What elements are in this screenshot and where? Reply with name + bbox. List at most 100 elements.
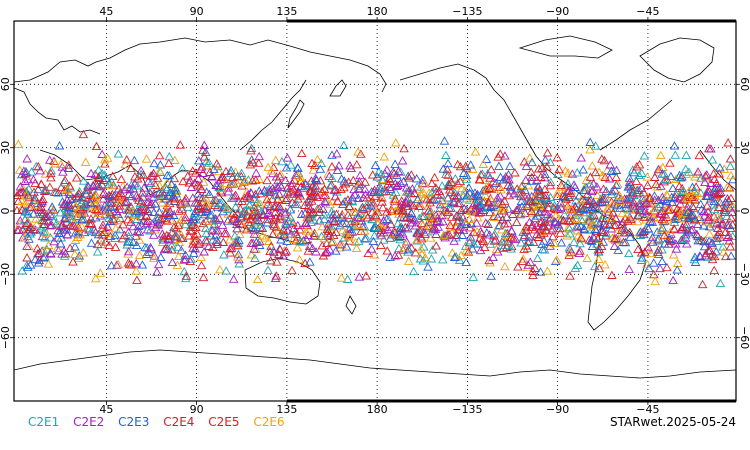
observation-marker xyxy=(537,221,548,231)
observation-marker xyxy=(193,239,204,249)
observation-marker xyxy=(263,265,273,274)
observation-marker xyxy=(123,249,133,258)
observation-marker xyxy=(526,206,537,216)
observation-marker xyxy=(639,187,649,197)
observation-marker xyxy=(125,184,135,193)
observation-marker xyxy=(218,237,229,246)
observation-marker xyxy=(336,184,346,193)
observation-marker xyxy=(651,179,661,188)
eurasia-north-coast xyxy=(14,37,387,93)
observation-marker xyxy=(286,229,296,238)
observation-marker xyxy=(625,232,635,241)
observation-marker xyxy=(376,169,387,178)
observation-marker xyxy=(403,247,413,256)
product-date-label: STARwet.2025-05-24 xyxy=(609,415,736,429)
observation-marker xyxy=(171,188,181,198)
observation-marker xyxy=(677,234,688,243)
observation-marker xyxy=(579,224,589,233)
observation-marker xyxy=(426,254,437,263)
observation-marker xyxy=(689,215,699,225)
observation-marker xyxy=(69,221,79,230)
observation-marker xyxy=(228,212,239,222)
observation-marker xyxy=(59,177,70,187)
observation-marker xyxy=(461,257,471,267)
observation-marker xyxy=(75,230,85,239)
observation-marker xyxy=(655,263,665,273)
observation-marker xyxy=(455,176,466,186)
observation-marker xyxy=(327,237,337,247)
observation-marker xyxy=(169,173,180,183)
observation-marker xyxy=(177,204,187,214)
observation-marker xyxy=(508,209,518,218)
observation-marker xyxy=(566,205,577,214)
observation-marker xyxy=(134,235,145,244)
observation-marker xyxy=(228,274,239,283)
observation-marker xyxy=(77,221,87,231)
observation-marker xyxy=(268,229,278,239)
observation-marker xyxy=(336,174,347,183)
observation-marker xyxy=(344,232,354,241)
observation-marker xyxy=(36,179,47,189)
observation-marker xyxy=(532,253,543,262)
observation-marker xyxy=(637,168,647,177)
observation-marker xyxy=(216,198,226,207)
observation-marker xyxy=(505,182,516,191)
observation-marker xyxy=(20,233,30,242)
observation-marker xyxy=(725,203,735,212)
observation-marker xyxy=(110,230,120,239)
observation-marker xyxy=(499,206,509,215)
observation-marker xyxy=(662,262,672,272)
observation-marker xyxy=(199,152,210,161)
observation-marker xyxy=(382,246,392,255)
observation-marker xyxy=(681,219,692,229)
observation-marker xyxy=(150,222,161,232)
observation-marker xyxy=(152,267,162,276)
observation-marker xyxy=(281,162,292,172)
observation-marker xyxy=(252,217,263,226)
observation-marker xyxy=(684,186,694,195)
observation-marker xyxy=(164,231,174,240)
observation-marker xyxy=(45,155,55,164)
observation-marker xyxy=(81,185,92,195)
observation-marker xyxy=(281,219,292,229)
observation-marker xyxy=(667,197,678,207)
observation-marker xyxy=(476,228,487,238)
observation-marker xyxy=(148,171,158,180)
observation-marker xyxy=(674,172,684,182)
observation-marker xyxy=(21,190,32,200)
observation-marker xyxy=(72,213,83,222)
observation-marker xyxy=(180,196,190,205)
observation-marker xyxy=(482,228,492,237)
observation-marker xyxy=(434,186,445,195)
observation-marker xyxy=(477,169,488,178)
top-lon-label: −90 xyxy=(546,5,569,18)
observation-marker xyxy=(198,218,209,228)
observation-marker xyxy=(698,221,709,230)
observation-marker xyxy=(134,250,145,260)
observation-marker xyxy=(498,235,509,245)
observation-marker xyxy=(496,204,507,214)
observation-marker xyxy=(351,243,362,253)
observation-marker xyxy=(521,175,531,184)
observation-marker xyxy=(702,187,713,196)
observation-marker xyxy=(300,258,310,268)
observation-marker xyxy=(425,197,435,207)
observation-marker xyxy=(94,173,104,182)
observation-marker xyxy=(14,225,23,234)
observation-marker xyxy=(542,209,553,218)
observation-marker xyxy=(320,196,330,205)
observation-marker xyxy=(17,201,28,211)
north-america-east-coast xyxy=(599,99,673,151)
observation-marker xyxy=(176,215,187,224)
legend-item-c2e6: C2E6 xyxy=(253,415,285,429)
observation-marker xyxy=(28,174,39,184)
observation-marker xyxy=(14,139,24,148)
right-lat-label: 60 xyxy=(738,77,750,91)
observation-marker xyxy=(296,181,306,191)
observation-marker xyxy=(409,188,420,197)
observation-marker xyxy=(449,236,459,245)
observation-marker xyxy=(263,162,273,172)
observation-marker xyxy=(443,170,453,179)
observation-marker xyxy=(600,259,610,269)
observation-marker xyxy=(578,165,588,174)
